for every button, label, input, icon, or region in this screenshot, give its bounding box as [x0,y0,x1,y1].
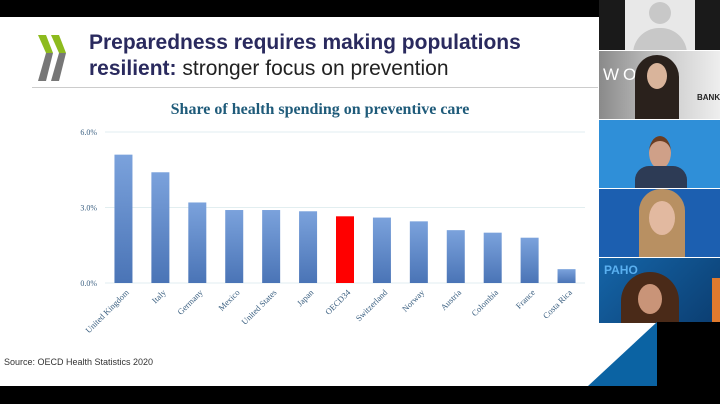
bar [188,202,207,283]
participant-tile-2[interactable]: WOR BANK [599,51,720,119]
x-tick-label: Italy [150,287,169,306]
x-tick-label: Mexico [216,287,241,312]
top-bar [0,0,720,17]
x-tick-label: Colombia [469,287,500,318]
background-logo-text-2: BANK [697,93,720,102]
y-tick-label: 0.0% [80,279,97,288]
bar-chart: 0.0% 3.0% 6.0% United Kingdom Italy Germany Me… [80,128,585,335]
participant-video [635,136,687,188]
slide-title: Preparedness requires making populations… [89,30,521,82]
bottom-bar [0,386,720,404]
participant-tile-1[interactable] [599,0,720,50]
x-tick-label: Costa Rica [541,287,574,320]
x-tick-label: United Kingdom [83,287,131,335]
y-tick-label: 3.0% [80,204,97,213]
avatar-placeholder [625,0,695,50]
x-tick-label: Switzerland [354,287,390,323]
y-tick-label: 6.0% [80,128,97,137]
x-tick-label: Japan [295,287,316,308]
x-tick-label: Austria [438,287,463,312]
x-tick-label: Germany [175,287,205,317]
chart-title: Share of health spending on preventive c… [170,101,470,118]
x-tick-label: OECD34 [323,287,353,317]
x-tick-label: United States [239,287,278,326]
participant-tile-5[interactable]: PAHO [599,258,720,323]
bar [114,154,133,283]
bar [336,216,354,283]
bar [151,172,170,283]
title-divider [32,87,598,88]
bar [520,237,539,283]
bar [299,211,318,283]
title-rest: stronger focus on prevention [176,57,449,80]
bar [409,221,428,283]
bar [557,269,576,283]
title-bold-part: resilient: [89,57,177,80]
x-tick-label: Norway [400,287,427,314]
bar [446,230,465,283]
oecd-logo [38,35,66,81]
participant-video [621,272,679,323]
bar [483,232,502,283]
bar [225,210,244,283]
org-label: PAHO [604,263,638,277]
source-note: Source: OECD Health Statistics 2020 [4,357,154,367]
participant-tile-3[interactable] [599,120,720,188]
title-line1: Preparedness requires making populations [89,31,521,54]
decorative-triangle [588,322,657,386]
participant-video [639,189,685,257]
bar [372,217,391,283]
participant-tile-4[interactable] [599,189,720,257]
x-tick-label: France [514,287,538,311]
participant-video [635,55,679,119]
bar [262,210,281,283]
